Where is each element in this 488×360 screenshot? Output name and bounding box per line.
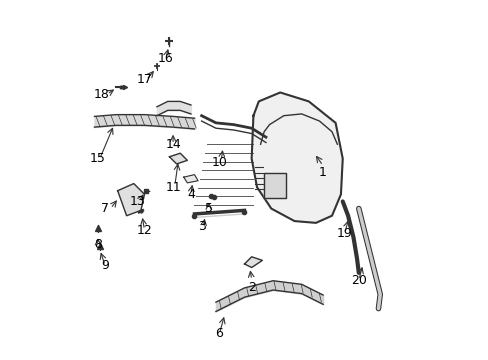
Polygon shape	[118, 184, 144, 216]
Text: 12: 12	[136, 224, 152, 237]
Text: 18: 18	[94, 88, 109, 101]
Text: 11: 11	[165, 181, 181, 194]
Text: 16: 16	[158, 52, 173, 65]
Text: 14: 14	[165, 138, 181, 151]
Text: 10: 10	[211, 156, 227, 168]
Text: 3: 3	[197, 220, 205, 233]
Text: 20: 20	[350, 274, 366, 287]
Text: 1: 1	[319, 166, 326, 179]
Polygon shape	[264, 173, 285, 198]
Text: 8: 8	[94, 238, 102, 251]
Polygon shape	[169, 153, 187, 164]
Text: 19: 19	[336, 227, 352, 240]
Text: 15: 15	[90, 152, 106, 165]
Text: 7: 7	[101, 202, 109, 215]
Polygon shape	[244, 257, 262, 267]
Polygon shape	[251, 93, 342, 223]
Text: 4: 4	[186, 188, 194, 201]
Text: 17: 17	[136, 73, 152, 86]
Text: 13: 13	[129, 195, 145, 208]
Text: 6: 6	[215, 327, 223, 340]
Text: 2: 2	[247, 281, 255, 294]
Text: 5: 5	[204, 202, 212, 215]
Polygon shape	[183, 175, 198, 183]
Text: 9: 9	[101, 259, 109, 272]
